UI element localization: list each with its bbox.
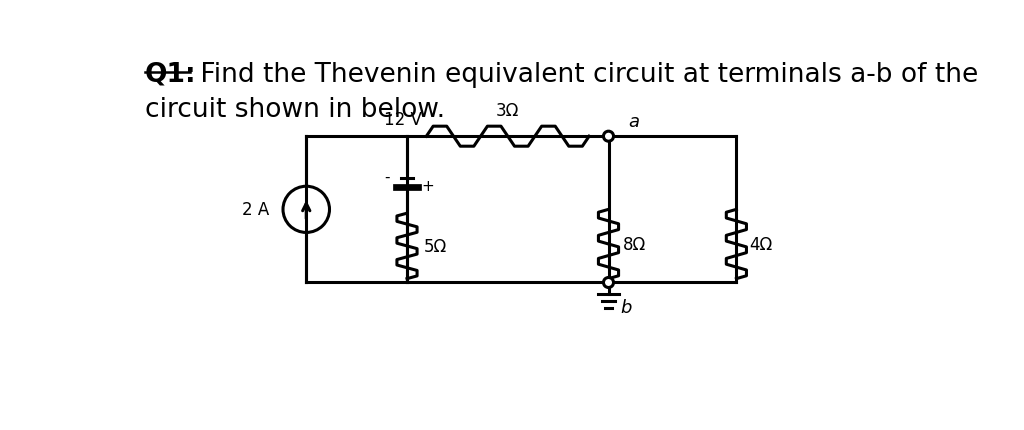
Text: 12 V: 12 V — [384, 111, 422, 129]
Text: a: a — [628, 113, 639, 131]
Circle shape — [603, 132, 613, 142]
Text: 5Ω: 5Ω — [424, 237, 447, 255]
Circle shape — [603, 278, 613, 288]
Text: 3Ω: 3Ω — [496, 102, 519, 120]
Text: Q1:: Q1: — [145, 61, 197, 88]
Text: b: b — [621, 298, 632, 316]
Text: Find the Thevenin equivalent circuit at terminals a-b of the: Find the Thevenin equivalent circuit at … — [191, 61, 978, 88]
Text: -: - — [384, 169, 390, 184]
Text: 2 A: 2 A — [242, 201, 269, 219]
Text: +: + — [421, 178, 434, 194]
Text: 8Ω: 8Ω — [623, 236, 646, 253]
Text: circuit shown in below.: circuit shown in below. — [145, 97, 445, 123]
Text: 4Ω: 4Ω — [749, 236, 772, 253]
